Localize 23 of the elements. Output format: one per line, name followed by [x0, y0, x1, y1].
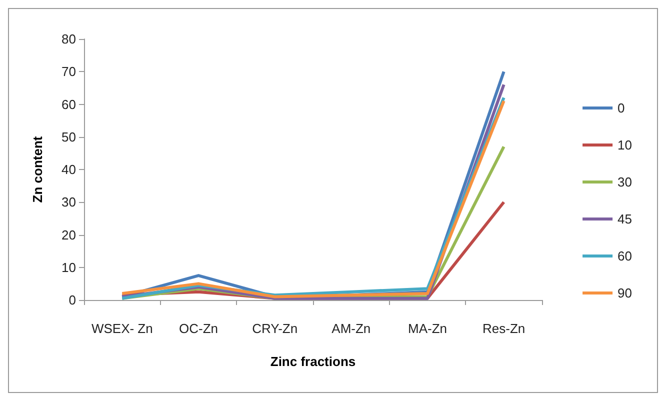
legend-label: 0: [618, 100, 625, 116]
legend-label: 10: [618, 138, 632, 152]
x-tick-label: AM-Zn: [332, 321, 371, 336]
y-axis-title: Zn content: [30, 136, 45, 203]
y-tick-label: 0: [68, 292, 76, 308]
x-tick-label: CRY-Zn: [252, 321, 298, 336]
y-tick-label: 30: [62, 194, 76, 210]
y-tick-label: 80: [62, 32, 76, 46]
y-tick-label: 10: [62, 260, 76, 275]
x-tick-label: MA-Zn: [408, 321, 447, 336]
y-tick-label: 60: [62, 96, 76, 112]
x-tick-label: Res-Zn: [482, 321, 526, 336]
legend-label: 90: [618, 286, 632, 300]
legend-label: 30: [618, 174, 632, 190]
x-axis-title: Zinc fractions: [270, 354, 356, 369]
legend-label: 60: [618, 248, 632, 264]
y-tick-label: 70: [62, 64, 76, 80]
y-tick-label: 40: [62, 162, 76, 177]
y-tick-label: 50: [62, 129, 76, 144]
x-tick-label: WSEX- Zn: [91, 321, 153, 336]
y-tick-label: 20: [62, 227, 76, 242]
x-tick-label: OC-Zn: [179, 321, 218, 336]
legend-label: 45: [618, 212, 632, 226]
